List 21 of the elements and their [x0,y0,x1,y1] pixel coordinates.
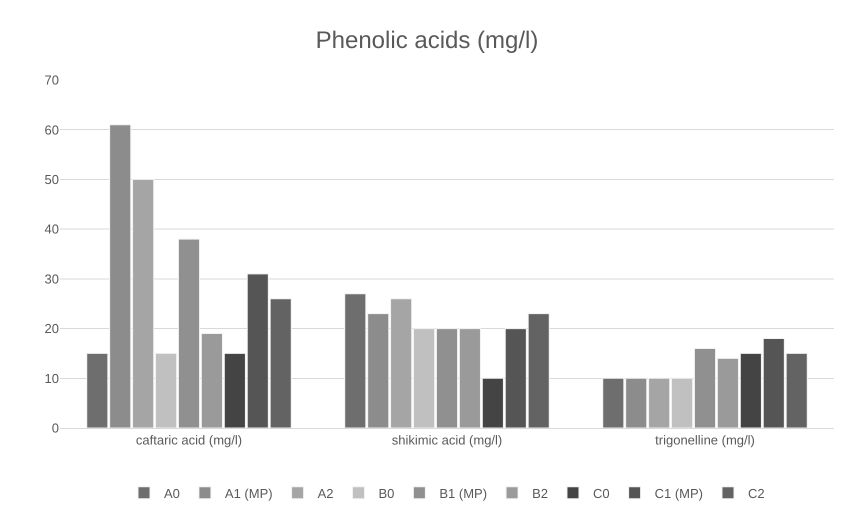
y-tick-label: 30 [44,271,59,286]
legend-label: B0 [378,486,394,501]
legend-label: C2 [748,486,765,501]
legend-label: A0 [164,486,180,501]
y-tick-label: 0 [52,420,59,436]
legend-label: C1 (MP) [654,486,703,501]
x-tick-label: shikimic acid (mg/l) [392,432,502,448]
y-tick-label: 50 [44,172,59,187]
legend-label: B1 (MP) [439,486,488,501]
x-tick-label: trigonelline (mg/l) [655,432,755,448]
y-tick-label: 20 [44,321,59,336]
legend-label: A1 (MP) [224,486,273,501]
y-tick-label: 70 [44,72,59,88]
legend-label: B2 [532,486,548,501]
y-tick-label: 60 [44,122,59,138]
chart-title: Phenolic acids (mg/l) [316,26,538,54]
y-tick-label: 10 [44,370,59,386]
x-tick-label: caftaric acid (mg/l) [136,432,242,448]
legend-label: A2 [318,486,334,501]
y-tick-label: 40 [44,222,59,237]
legend-label: C0 [592,486,610,501]
